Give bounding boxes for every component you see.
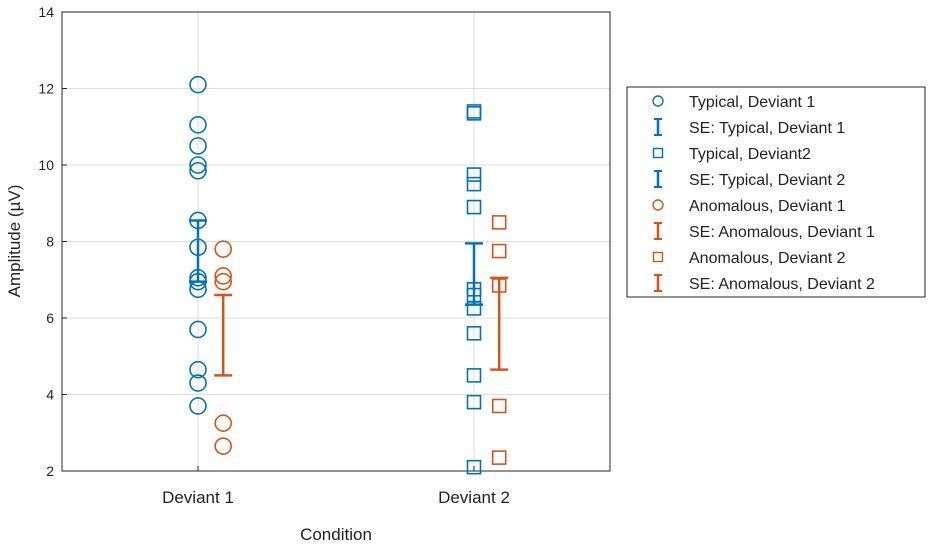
data-point [466, 106, 482, 121]
legend-square-icon [652, 147, 664, 159]
data-point [466, 368, 482, 383]
x-axis: Deviant 1 Deviant 2 [162, 466, 510, 507]
x-axis-label: Condition [300, 525, 372, 544]
data-point [189, 360, 207, 379]
legend-label: SE: Typical, Deviant 1 [689, 120, 845, 137]
data-point [466, 325, 482, 341]
data-point [189, 116, 207, 134]
data-point [189, 75, 207, 94]
data-point [466, 459, 482, 475]
data-point [189, 137, 207, 155]
legend-box [626, 86, 926, 298]
legend-label: SE: Typical, Deviant 2 [689, 172, 845, 189]
y-axis-label: Amplitude (µV) [5, 185, 24, 298]
legend: Typical, Deviant 1 SE: Typical, Deviant 1… [626, 86, 926, 298]
data-point [466, 176, 482, 192]
data-point [189, 161, 207, 180]
data-point [189, 156, 207, 174]
legend-circle-icon [652, 199, 664, 211]
y-tick-label: 12 [38, 81, 54, 97]
data-point [491, 243, 507, 259]
data-point [214, 414, 232, 432]
legend-label: Anomalous, Deviant 1 [689, 198, 846, 215]
legend-label: Typical, Deviant 1 [689, 94, 815, 111]
legend-label: SE: Anomalous, Deviant 1 [689, 224, 875, 241]
data-marks [189, 75, 509, 475]
legend-label: Typical, Deviant2 [689, 146, 811, 163]
y-tick-label: 10 [38, 157, 54, 173]
y-tick-label: 4 [46, 387, 54, 403]
data-point [491, 450, 507, 465]
grid [62, 12, 610, 471]
data-point [214, 240, 232, 258]
data-point [466, 167, 482, 182]
x-tick-label: Deviant 1 [162, 488, 234, 507]
y-tick-label: 8 [46, 234, 54, 250]
data-point [491, 398, 507, 414]
data-point [466, 394, 482, 410]
y-tick-label: 14 [38, 4, 54, 20]
x-tick-label: Deviant 2 [438, 488, 510, 507]
legend-label: SE: Anomalous, Deviant 2 [689, 276, 875, 293]
legend-circle-icon [652, 95, 664, 107]
y-tick-label: 2 [46, 463, 54, 479]
data-point [214, 267, 232, 285]
y-axis: 2 4 6 8 10 12 14 [38, 4, 67, 479]
data-point [214, 437, 232, 455]
data-point [491, 215, 507, 230]
data-point [189, 374, 207, 392]
data-point [189, 397, 207, 415]
data-point [214, 272, 232, 291]
legend-square-icon [652, 251, 664, 263]
legend-label: Anomalous, Deviant 2 [689, 250, 846, 267]
data-point [189, 320, 207, 339]
data-point [466, 199, 482, 215]
y-tick-label: 6 [46, 310, 54, 326]
